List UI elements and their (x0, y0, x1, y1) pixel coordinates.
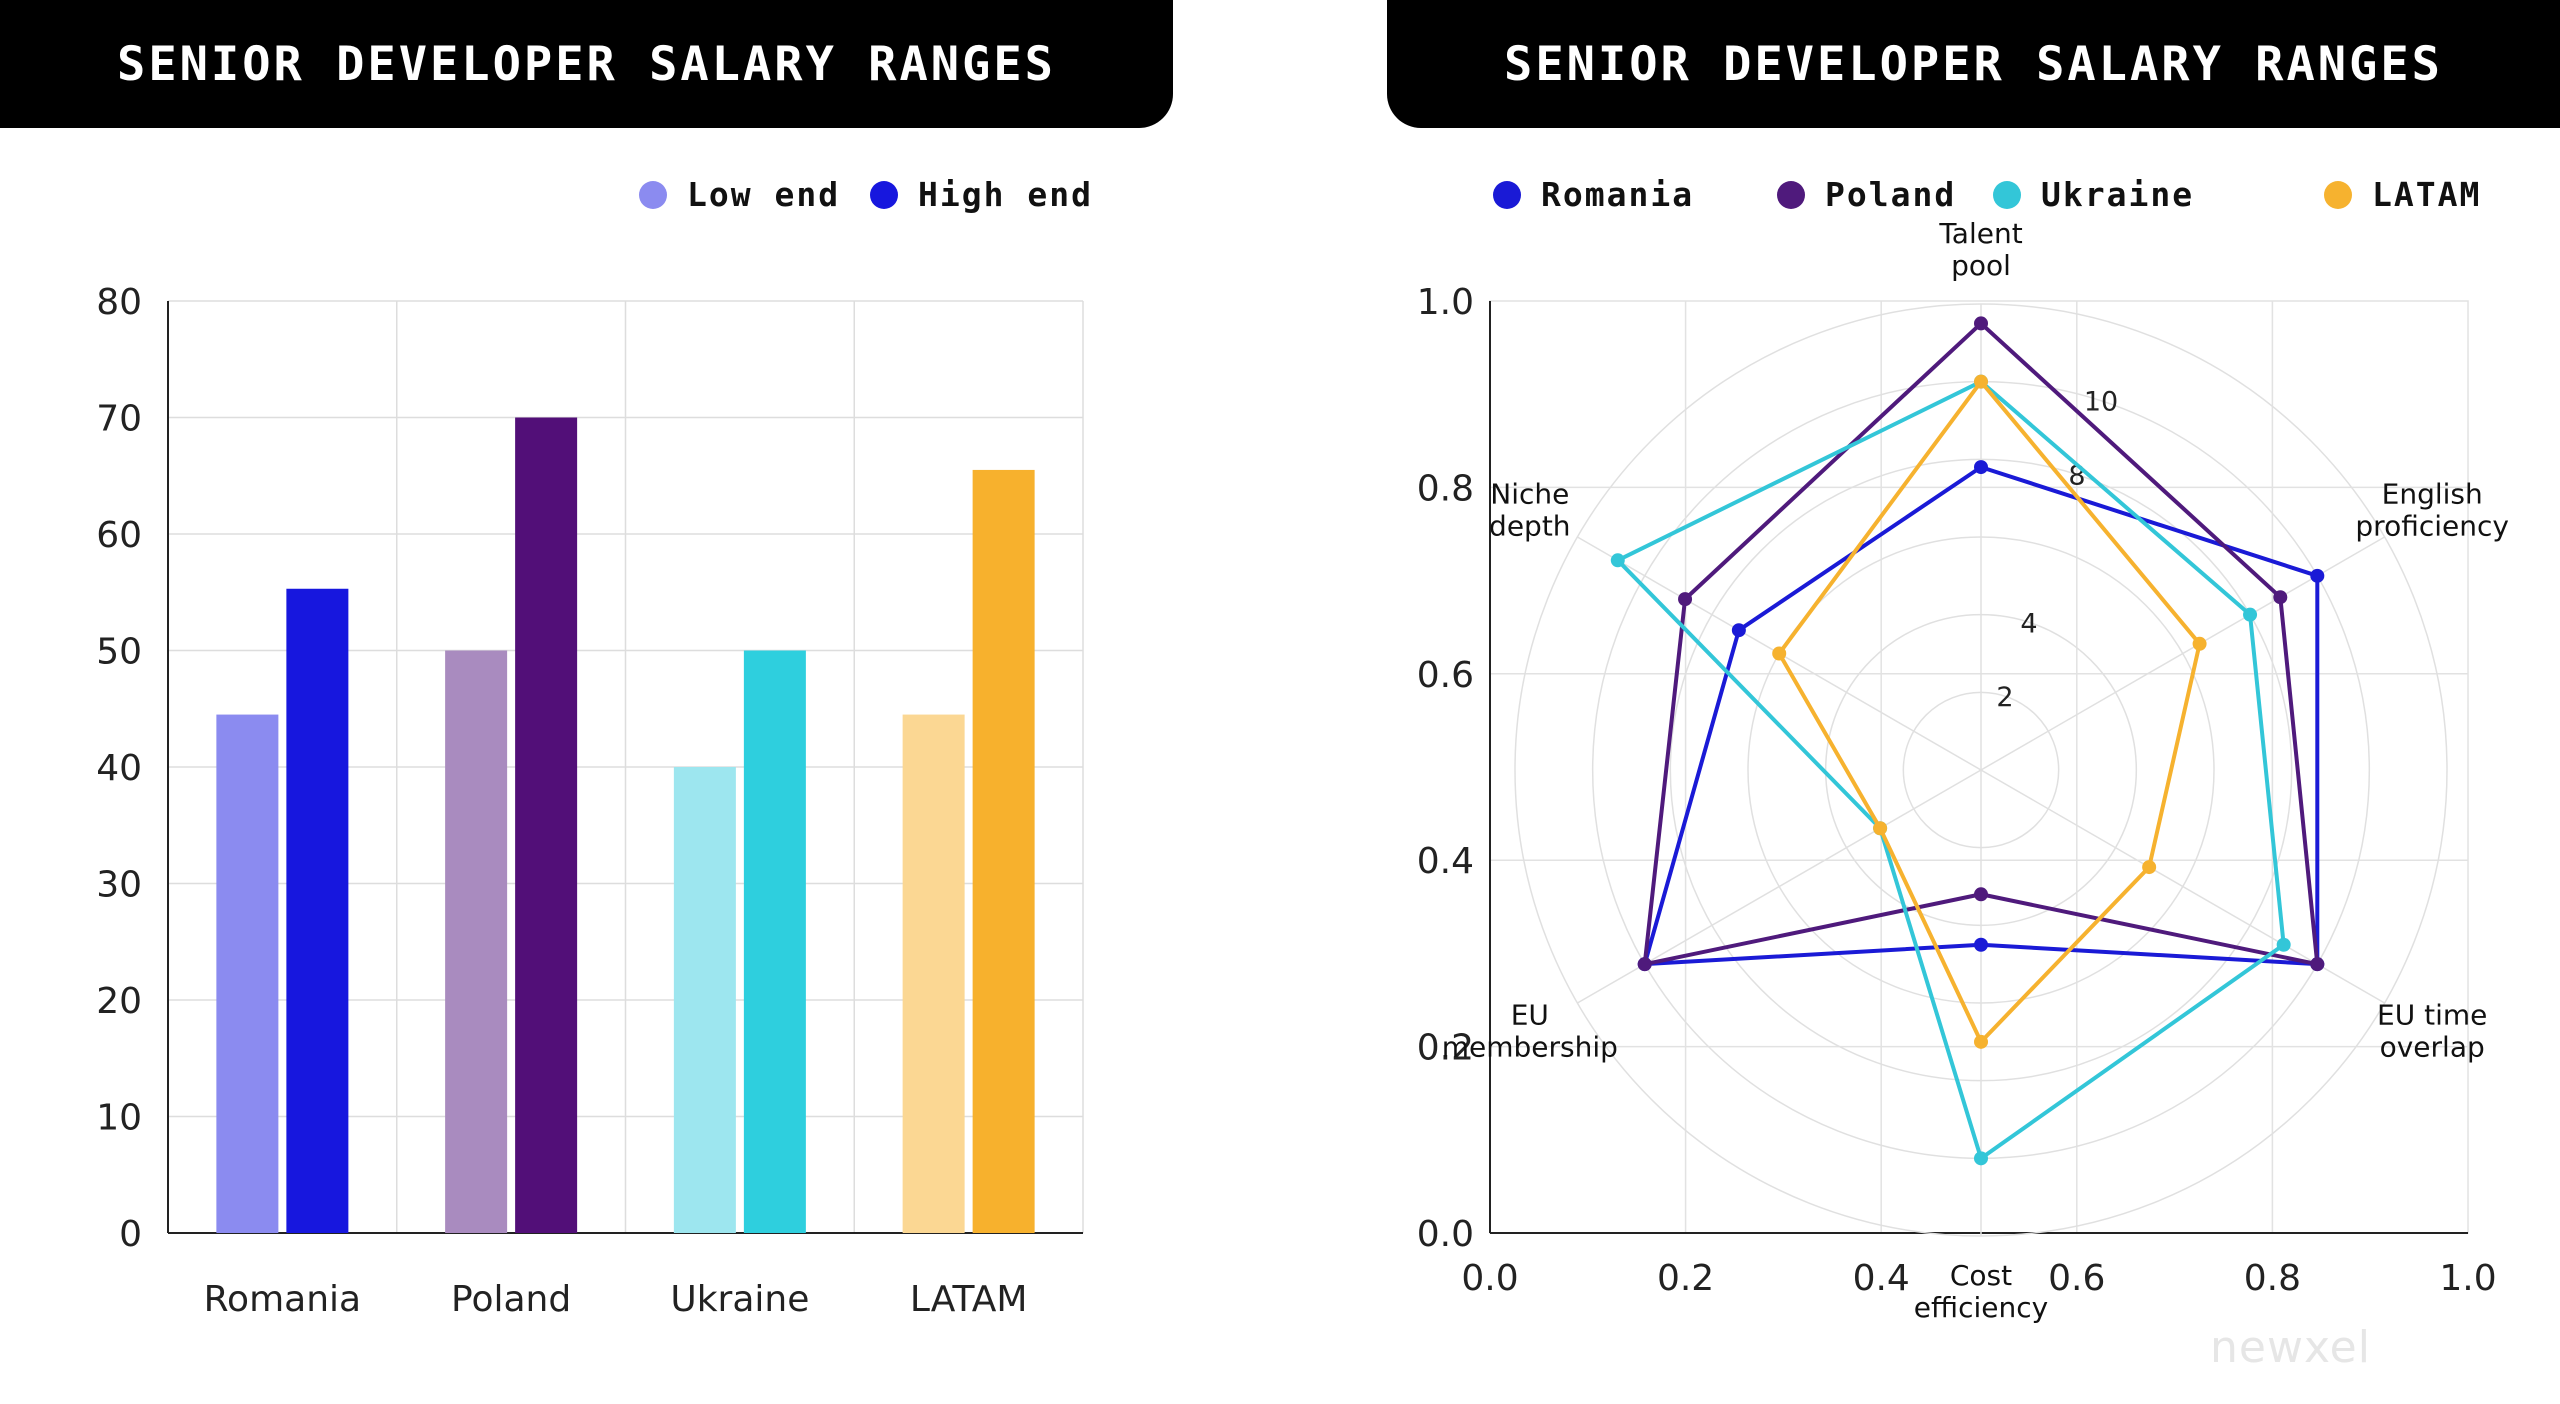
bar-legend-marker (639, 181, 667, 209)
radar-axis-label: EU membership (1442, 999, 1618, 1064)
bar-y-tick-label: 80 (96, 282, 142, 323)
left-chart-title: SENIOR DEVELOPER SALARY RANGES (0, 0, 1173, 128)
radar-axis-label-line: Niche (1490, 478, 1569, 511)
radar-y-tick-label: 1.0 (1417, 282, 1474, 323)
radar-spoke (1577, 769, 1982, 1004)
radar-series-point (1974, 316, 1988, 331)
bar-y-tick-label: 50 (96, 632, 142, 673)
radar-axis-label-line: EU (1511, 999, 1549, 1032)
bar-low-end (445, 650, 508, 1233)
bar-high-end (972, 469, 1035, 1233)
radar-y-tick-label: 0.4 (1417, 841, 1474, 882)
radar-axis-label: English proficiency (2355, 478, 2509, 543)
bar-legend-label: Low end (687, 175, 840, 214)
radar-y-tick-label: 0.0 (1417, 1214, 1474, 1255)
radar-series-point (1873, 821, 1888, 836)
radar-radial-tick-label: 2 (1996, 682, 2013, 713)
radar-axis-label: Niche depth (1489, 478, 1571, 543)
radar-series-point (2273, 590, 2288, 605)
country-radar-chart: 0.0 0.2 0.4 0.6 0.8 1.00.00.20.40.60.81.02481… (1417, 175, 2509, 1324)
right-chart-title: SENIOR DEVELOPER SALARY RANGES (1387, 0, 2560, 128)
bar-low-end (673, 767, 736, 1233)
radar-series-point (1974, 374, 1988, 389)
radar-y-tick-label: 0.2 (1417, 1028, 1474, 1069)
radar-x-tick-label: 0.2 (1657, 1258, 1714, 1299)
radar-y-tick-label: 0.8 (1417, 468, 1474, 509)
bar-y-tick-label: 20 (96, 981, 142, 1022)
radar-series-point (1974, 460, 1988, 475)
radar-series-point (2243, 607, 2258, 622)
bar-high-end (286, 588, 349, 1233)
radar-axis-label-line: Talent (1938, 217, 2022, 250)
radar-x-tick-label: 0.6 (2048, 1258, 2105, 1299)
radar-series-point (1772, 646, 1787, 661)
salary-bar-chart: 0 10 20 30 40 50 60 70 80 Romania Poland Ukraine LAT… (96, 175, 1093, 1320)
radar-axis-label-line: proficiency (2355, 510, 2509, 543)
radar-axis-label-line: membership (1442, 1031, 1618, 1064)
bar-low-end (216, 714, 279, 1233)
radar-series-point (1731, 623, 1746, 638)
radar-series-point (1974, 1034, 1988, 1049)
radar-y-tick-label: 0.6 (1417, 655, 1474, 696)
radar-legend-marker (2324, 181, 2352, 209)
radar-axis-label-line: efficiency (1914, 1291, 2048, 1324)
bar-legend-label: High end (918, 175, 1093, 214)
radar-series-point (2192, 636, 2207, 651)
radar-legend-marker (1493, 181, 1521, 209)
radar-legend-label: Poland (1825, 175, 1956, 214)
radar-x-tick-label: 0.8 (2244, 1258, 2301, 1299)
bar-high-end (515, 417, 578, 1233)
radar-series-point (2310, 568, 2325, 583)
radar-series-line (1615, 379, 2286, 1161)
bar-x-category-label: Ukraine (670, 1279, 809, 1320)
radar-series-point (2142, 860, 2157, 875)
radar-series-point (1974, 1151, 1988, 1166)
radar-series-point (1678, 592, 1693, 607)
radar-axis-label-line: overlap (2380, 1031, 2485, 1064)
bar-y-tick-label: 30 (96, 865, 142, 906)
bar-low-end (902, 714, 965, 1233)
radar-series-point (1974, 887, 1988, 902)
radar-radial-tick-label: 4 (2020, 608, 2037, 639)
radar-legend-marker (1993, 181, 2021, 209)
radar-legend-marker (1777, 181, 1805, 209)
radar-legend-label: Ukraine (2041, 175, 2194, 214)
radar-series-point (1610, 553, 1625, 568)
bar-legend-marker (870, 181, 898, 209)
radar-spoke (1980, 536, 2385, 771)
bar-y-tick-label: 70 (96, 399, 142, 440)
radar-axis-label-line: pool (1951, 249, 2011, 282)
radar-axis-label: Cost efficiency (1914, 1259, 2048, 1324)
radar-axis-label-line: depth (1489, 510, 1571, 543)
radar-series-point (1974, 937, 1988, 952)
radar-axis-label-line: Cost (1950, 1259, 2012, 1292)
radar-series-point (1637, 957, 1652, 972)
radar-axis-label: Talent pool (1938, 217, 2022, 282)
radar-legend-label: Romania (1541, 175, 1694, 214)
radar-series-point (2310, 957, 2325, 972)
radar-frame (1489, 300, 2469, 1234)
newxel-watermark-logo: newxel (2210, 1322, 2371, 1373)
bar-x-category-label: Poland (451, 1279, 571, 1320)
radar-series-point (2276, 937, 2291, 952)
bar-y-tick-label: 60 (96, 515, 142, 556)
radar-x-tick-label: 1.0 (2439, 1258, 2496, 1299)
bar-y-tick-label: 10 (96, 1098, 142, 1139)
radar-radial-tick-label: 10 (2084, 387, 2118, 418)
radar-legend-label: LATAM (2372, 175, 2481, 214)
radar-axis-label-line: English (2382, 478, 2483, 511)
bar-high-end (743, 650, 806, 1233)
radar-axis-label: EU time overlap (2377, 999, 2487, 1064)
bar-y-tick-label: 40 (96, 748, 142, 789)
bar-x-category-label: LATAM (910, 1279, 1028, 1320)
radar-x-tick-label: 0.0 (1461, 1258, 1518, 1299)
bar-y-tick-label: 0 (119, 1214, 142, 1255)
radar-x-tick-label: 0.4 (1853, 1258, 1910, 1299)
radar-spoke (1980, 769, 2385, 1004)
bar-x-category-label: Romania (204, 1279, 361, 1320)
radar-axis-label-line: EU time (2377, 999, 2487, 1032)
